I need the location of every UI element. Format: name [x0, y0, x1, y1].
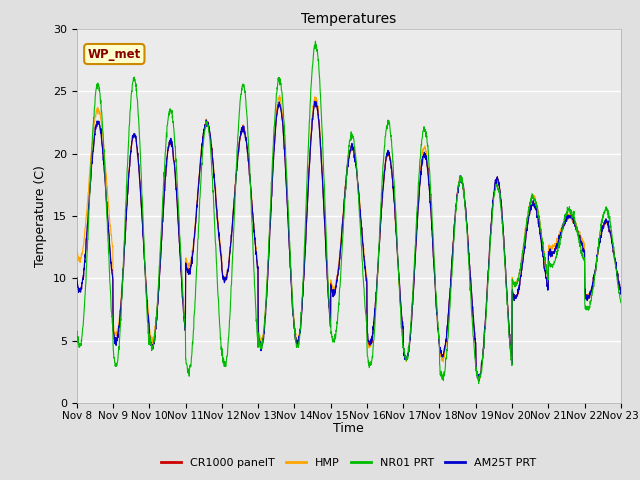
- NR01 PRT: [225, 335, 232, 340]
- Line: AM25T PRT: AM25T PRT: [77, 101, 621, 380]
- AM25T PRT: [365, 338, 372, 344]
- CR1000 panelT: [365, 339, 372, 345]
- CR1000 panelT: [570, 215, 577, 220]
- NR01 PRT: [376, 213, 384, 218]
- HMP: [73, 246, 81, 252]
- NR01 PRT: [617, 300, 625, 305]
- Line: CR1000 panelT: CR1000 panelT: [77, 102, 621, 381]
- NR01 PRT: [475, 381, 483, 386]
- Line: NR01 PRT: NR01 PRT: [77, 41, 621, 384]
- HMP: [617, 287, 625, 293]
- CR1000 panelT: [475, 378, 483, 384]
- AM25T PRT: [225, 264, 232, 270]
- HMP: [570, 220, 577, 226]
- Line: HMP: HMP: [77, 96, 621, 380]
- HMP: [276, 93, 284, 98]
- Title: Temperatures: Temperatures: [301, 12, 396, 26]
- NR01 PRT: [73, 329, 81, 335]
- NR01 PRT: [570, 213, 577, 218]
- X-axis label: Time: Time: [333, 422, 364, 435]
- CR1000 panelT: [312, 99, 320, 105]
- CR1000 panelT: [376, 223, 384, 229]
- NR01 PRT: [312, 38, 319, 44]
- Text: WP_met: WP_met: [88, 48, 141, 60]
- CR1000 panelT: [584, 294, 592, 300]
- CR1000 panelT: [617, 290, 625, 296]
- Y-axis label: Temperature (C): Temperature (C): [35, 165, 47, 267]
- AM25T PRT: [476, 377, 483, 383]
- CR1000 panelT: [508, 352, 515, 358]
- HMP: [365, 341, 372, 347]
- AM25T PRT: [376, 222, 384, 228]
- HMP: [225, 262, 232, 267]
- AM25T PRT: [570, 214, 577, 220]
- HMP: [475, 377, 483, 383]
- CR1000 panelT: [225, 266, 232, 272]
- AM25T PRT: [73, 274, 81, 280]
- AM25T PRT: [617, 291, 625, 297]
- HMP: [584, 295, 592, 300]
- NR01 PRT: [365, 358, 372, 364]
- NR01 PRT: [584, 306, 592, 312]
- HMP: [508, 352, 515, 358]
- CR1000 panelT: [73, 275, 81, 281]
- HMP: [376, 223, 384, 229]
- AM25T PRT: [584, 294, 592, 300]
- AM25T PRT: [311, 98, 319, 104]
- NR01 PRT: [508, 357, 515, 362]
- Legend: CR1000 panelT, HMP, NR01 PRT, AM25T PRT: CR1000 panelT, HMP, NR01 PRT, AM25T PRT: [157, 454, 541, 473]
- AM25T PRT: [508, 351, 515, 357]
